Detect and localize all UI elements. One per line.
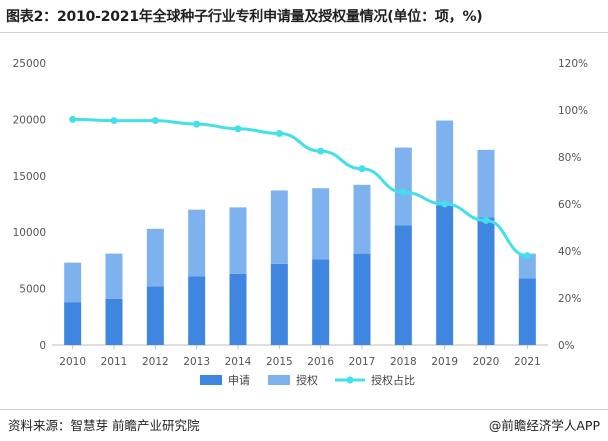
bar-apply [312,259,330,345]
x-tick-label: 2021 [514,356,541,368]
y-tick-label-right: 120% [558,58,588,70]
legend: 申请 授权 授权占比 [200,373,415,387]
bar-apply [229,273,247,345]
combo-chart: 0 5000 10000 15000 20000 25000 0% 20% 40% 60% 80%… [13,58,588,387]
legend-label-apply: 申请 [228,374,250,387]
bar-grant [436,120,454,206]
line-point [110,117,118,125]
line-point [399,188,407,196]
x-tick-label: 2019 [431,356,458,368]
x-tick-label: 2020 [473,356,500,368]
bar-apply [270,263,288,345]
legend-swatch-apply [200,375,222,385]
x-tick-label: 2013 [183,356,210,368]
y-tick-label-left: 15000 [13,171,46,183]
bar-grant [146,228,164,287]
brand-credit: @前瞻经济学人APP [488,418,600,433]
bar-grant [353,184,371,254]
line-point [523,252,531,260]
bar-apply [477,217,495,345]
legend-swatch-line-marker [346,376,354,384]
bar-apply [436,205,454,345]
bar-apply [146,286,164,345]
legend-swatch-grant [268,375,290,385]
bar-layer [64,120,536,345]
y-tick-label-left: 5000 [19,284,46,296]
bar-grant [312,188,330,260]
y-tick-label-right: 40% [558,246,581,258]
bar-apply [353,253,371,345]
line-layer [69,115,531,260]
x-tick-label: 2010 [59,356,86,368]
x-tick-label: 2016 [307,356,334,368]
line-point [151,117,159,125]
bar-grant [229,207,247,274]
bar-apply [105,298,123,345]
y-tick-label-left: 10000 [13,227,46,239]
legend-label-grant: 授权 [296,373,318,387]
y-axis-right: 0% 20% 40% 60% 80% 100% 120% [558,58,588,352]
bar-grant [270,190,288,264]
y-tick-label-left: 0 [39,340,46,352]
line-point [358,165,366,173]
x-tick-label: 2017 [349,356,376,368]
y-tick-label-right: 80% [558,152,581,164]
y-tick-label-right: 20% [558,293,581,305]
line-point [482,216,490,224]
y-tick-label-right: 100% [558,105,588,117]
bar-apply [188,276,206,345]
bar-grant [394,147,412,226]
bar-grant [105,253,123,299]
y-tick-label-right: 60% [558,199,581,211]
bar-apply [394,225,412,345]
bar-grant [188,209,206,277]
x-tick-label: 2018 [390,356,417,368]
x-tick-label: 2014 [225,356,252,368]
bar-apply [518,278,536,345]
source-note: 资料来源：智慧芽 前瞻产业研究院 [8,418,200,433]
line-point [69,115,77,123]
bar-grant [64,262,82,303]
x-tick-label: 2011 [101,356,128,368]
y-tick-label-right: 0% [558,340,575,352]
title-divider [0,32,608,33]
y-tick-label-left: 25000 [13,58,46,70]
x-tick-label: 2015 [266,356,293,368]
bar-grant [518,253,536,279]
y-axis-left: 0 5000 10000 15000 20000 25000 [13,58,46,352]
bar-grant [477,149,495,218]
y-tick-label-left: 20000 [13,114,46,126]
x-axis: 2010 2011 2012 2013 2014 2015 2016 2017 2018 2019… [59,345,541,368]
footer-divider [0,409,608,410]
legend-label-line: 授权占比 [371,373,415,387]
line-point [275,130,283,137]
chart-title: 图表2：2010-2021年全球种子行业专利申请量及授权量情况(单位：项，%) [6,9,483,25]
line-point [441,200,449,208]
line-point [317,147,325,155]
x-tick-label: 2012 [142,356,169,368]
line-point [234,125,242,133]
line-point [193,120,201,128]
bar-apply [64,302,82,345]
line-grant-ratio [72,117,528,258]
